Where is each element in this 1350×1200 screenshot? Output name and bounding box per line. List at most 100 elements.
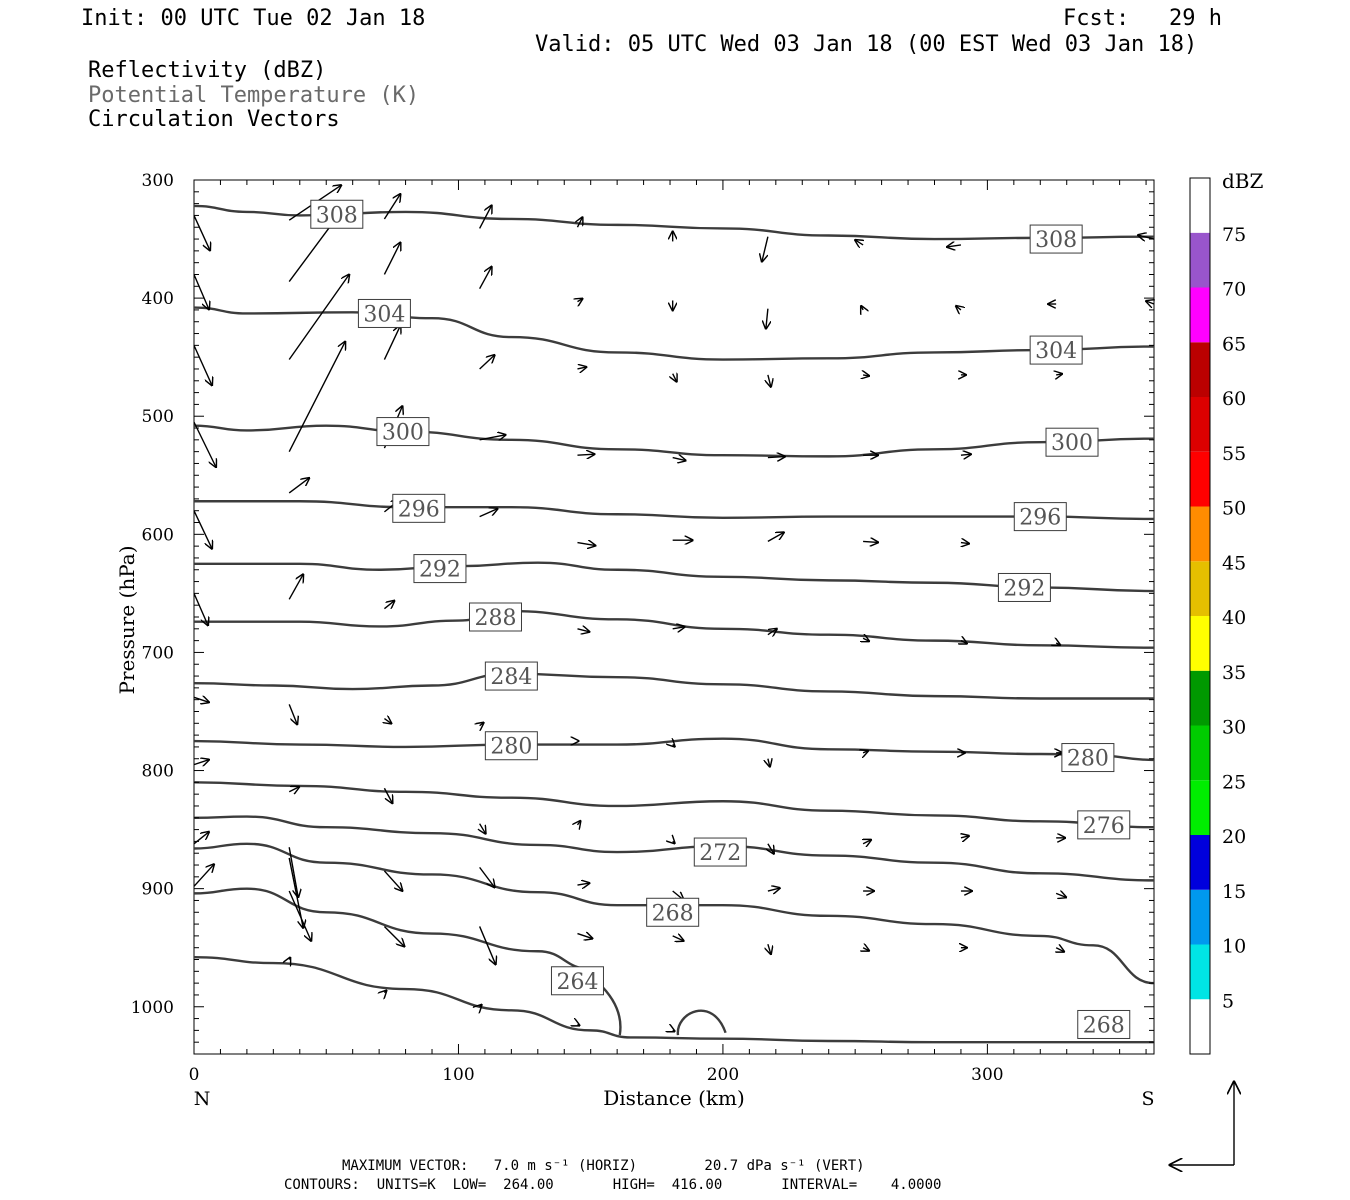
- circulation-vector: [767, 457, 785, 458]
- theta-contour-292: [194, 561, 1155, 593]
- colorbar-swatch: [1190, 999, 1210, 1054]
- circulation-vector: [383, 925, 404, 946]
- contour-label-box: [1077, 810, 1131, 840]
- contour-label-box: [997, 572, 1051, 602]
- contour-label-284: 284: [484, 661, 538, 691]
- circulation-vector: [288, 787, 299, 792]
- contour-label-272: 272: [693, 837, 747, 867]
- x-tick-label: 300: [971, 1065, 1003, 1085]
- colorbar-frame: [1189, 177, 1211, 1055]
- circulation-vector: [1056, 374, 1062, 375]
- circulation-vector: [672, 627, 685, 629]
- colorbar-swatch: [1190, 889, 1210, 945]
- theta-contour-288: [194, 609, 1155, 649]
- contour-label-box: [1077, 1009, 1131, 1039]
- circulation-vector: [479, 435, 506, 440]
- circulation-vector: [1055, 893, 1066, 897]
- theta-contour-304: [193, 306, 1155, 361]
- max-vector-note: MAXIMUM VECTOR: 7.0 m s⁻¹ (HORIZ) 20.7 d…: [342, 1158, 865, 1174]
- circulation-vector: [1146, 301, 1154, 304]
- y-tick-label: 700: [142, 643, 174, 663]
- circulation-vector: [577, 934, 592, 939]
- field-reflectivity-label: Reflectivity (dBZ): [88, 58, 327, 83]
- contour-label-box: [1013, 502, 1067, 532]
- contour-label-box: [1029, 224, 1083, 254]
- contour-label-box: [1045, 427, 1099, 457]
- x-tick-label: 200: [707, 1065, 739, 1085]
- circulation-vector: [577, 1024, 579, 1025]
- circulation-vector: [480, 1005, 482, 1007]
- colorbar-level-label: 20: [1222, 826, 1246, 848]
- contour-label-300: 300: [376, 417, 430, 447]
- y-tick-label: 300: [142, 171, 174, 191]
- theta-contour-268-bump: [676, 1009, 727, 1036]
- contour-label-box: [484, 661, 538, 691]
- circulation-vector: [479, 866, 495, 887]
- colorbar-swatch: [1190, 780, 1210, 835]
- circulation-vector: [863, 375, 869, 376]
- contour-label-308: 308: [1029, 224, 1083, 254]
- colorbar-swatch: [1190, 944, 1210, 1000]
- contour-label-box: [484, 731, 538, 761]
- contour-label-292: 292: [997, 572, 1051, 602]
- circulation-vector: [673, 745, 675, 747]
- y-tick-label: 400: [142, 289, 174, 309]
- theta-contour-284: [193, 672, 1154, 700]
- contour-label-text: 272: [699, 841, 741, 866]
- circulation-vector: [768, 943, 771, 954]
- circulation-vector: [673, 374, 677, 382]
- circulation-vector: [383, 787, 392, 803]
- contour-label-text: 308: [316, 203, 358, 228]
- circulation-vector: [478, 205, 492, 229]
- contour-label-box: [1061, 743, 1115, 773]
- circulation-vector: [768, 374, 771, 387]
- init-time: Init: 00 UTC Tue 02 Jan 18: [81, 6, 426, 31]
- x-endpoint-right: S: [1141, 1088, 1154, 1110]
- colorbar-swatch: [1190, 287, 1210, 343]
- theta-contour-300: [193, 424, 1155, 458]
- circulation-vector: [193, 593, 208, 625]
- circulation-vector: [193, 345, 212, 385]
- circulation-vector: [479, 509, 498, 518]
- field-theta-label: Potential Temperature (K): [88, 83, 420, 108]
- contour-label-text: 308: [1035, 228, 1077, 253]
- circulation-vector: [863, 638, 869, 641]
- contour-label-box: [310, 199, 364, 229]
- reference-vector-icon: [1170, 1082, 1234, 1165]
- colorbar-swatch: [1190, 616, 1210, 671]
- theta-contour-276: [193, 781, 1155, 829]
- circulation-vector: [478, 926, 496, 964]
- colorbar-swatch: [1190, 451, 1210, 507]
- forecast-hour: Fcst: 29 h: [1063, 6, 1222, 31]
- x-axis-label: Distance (km): [603, 1086, 745, 1110]
- circulation-vector: [383, 601, 394, 609]
- contour-label-264: 264: [550, 966, 604, 996]
- contour-label-308: 308: [310, 199, 364, 229]
- circulation-vector: [863, 541, 878, 542]
- contour-label-box: [468, 602, 522, 632]
- circulation-vector: [577, 367, 586, 369]
- circulation-vector: [384, 991, 386, 993]
- contour-label-text: 288: [474, 606, 516, 631]
- contour-label-268: 268: [646, 897, 700, 927]
- circulation-vector: [383, 870, 402, 891]
- colorbar-level-label: 70: [1222, 279, 1246, 301]
- x-tick-label: 0: [189, 1065, 200, 1085]
- circulation-vector: [767, 888, 780, 891]
- circulation-vector: [861, 306, 863, 310]
- colorbar-swatch: [1190, 670, 1210, 726]
- circulation-vector: [577, 821, 580, 825]
- contour-label-box: [646, 897, 700, 927]
- colorbar-level-label: 45: [1222, 552, 1246, 574]
- contour-label-text: 296: [1019, 506, 1061, 531]
- contour-label-box: [1029, 335, 1083, 365]
- contour-label-box: [392, 493, 446, 523]
- colorbar-swatch: [1190, 342, 1210, 397]
- circulation-vector: [193, 697, 209, 702]
- theta-contour-260: [193, 955, 1154, 1044]
- field-vectors-label: Circulation Vectors: [88, 107, 340, 132]
- circulation-vector: [768, 843, 774, 854]
- circulation-vector: [768, 759, 770, 767]
- circulation-vector: [383, 326, 400, 360]
